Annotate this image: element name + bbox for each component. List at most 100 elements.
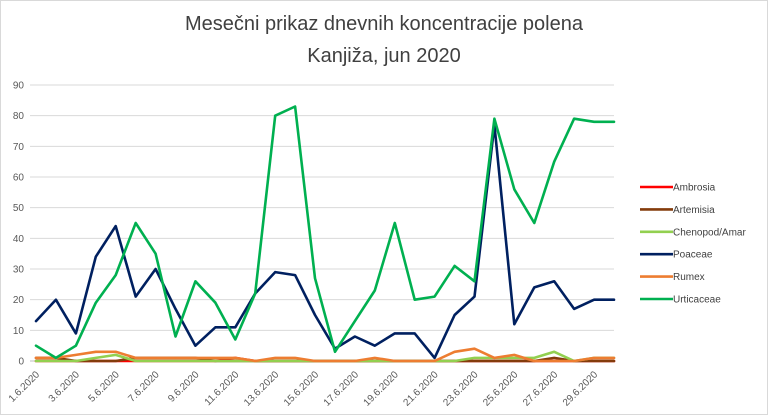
- data-point: [533, 222, 536, 224]
- data-point: [453, 351, 456, 353]
- data-point: [553, 351, 555, 353]
- legend-label: Poaceae: [673, 250, 713, 261]
- data-point: [114, 360, 117, 362]
- legend-item-artemisia: Artemisia: [640, 205, 715, 216]
- data-point: [194, 357, 197, 359]
- data-point: [134, 360, 137, 362]
- data-point: [513, 188, 516, 191]
- data-point: [154, 357, 157, 359]
- data-point: [114, 274, 117, 276]
- data-point: [314, 277, 316, 280]
- legend-label: Artemisia: [673, 205, 715, 216]
- legend-item-urticaceae: Urticaceae: [640, 295, 721, 306]
- y-tick-label: 90: [13, 81, 25, 92]
- data-point: [214, 326, 217, 329]
- data-point: [134, 357, 137, 359]
- data-point: [35, 360, 37, 362]
- data-point: [413, 360, 416, 362]
- data-point: [75, 354, 77, 356]
- data-point: [613, 121, 615, 123]
- legend-item-chenopod-amar: Chenopod/Amar: [640, 227, 746, 238]
- data-point: [394, 332, 396, 335]
- data-point: [613, 298, 615, 301]
- data-point: [573, 117, 575, 120]
- data-point: [513, 323, 516, 326]
- legend-label: Ambrosia: [673, 183, 716, 194]
- data-point: [234, 360, 237, 362]
- data-point: [214, 360, 217, 362]
- data-point: [334, 360, 336, 362]
- data-point: [493, 357, 496, 359]
- data-point: [613, 360, 615, 362]
- data-point: [513, 360, 516, 362]
- data-point: [174, 360, 177, 362]
- series-poaceae: [34, 123, 616, 360]
- data-point: [95, 357, 97, 359]
- data-point: [473, 347, 476, 350]
- y-tick-label: 0: [18, 357, 24, 368]
- data-point: [274, 114, 277, 117]
- data-point: [433, 357, 436, 359]
- data-point: [294, 357, 296, 359]
- data-point: [134, 222, 137, 224]
- data-point: [254, 360, 256, 362]
- data-point: [174, 335, 177, 338]
- data-point: [533, 357, 536, 359]
- legend: Ambrosia Artemisia Chenopod/Amar Poaceae Rum…: [640, 183, 746, 306]
- data-point: [154, 268, 157, 270]
- data-point: [453, 360, 456, 362]
- data-point: [274, 271, 277, 273]
- data-point: [314, 314, 316, 316]
- data-point: [513, 357, 516, 359]
- data-point: [75, 332, 77, 335]
- data-point: [294, 105, 296, 108]
- data-point: [134, 295, 137, 298]
- data-point: [394, 360, 396, 362]
- data-point: [214, 357, 217, 359]
- data-point: [433, 360, 436, 362]
- y-tick-label: 80: [13, 111, 25, 122]
- data-point: [473, 295, 476, 298]
- data-point: [194, 360, 197, 362]
- data-point: [35, 357, 37, 359]
- data-point: [553, 360, 555, 362]
- data-point: [553, 357, 555, 359]
- data-point: [473, 360, 476, 362]
- data-point: [314, 360, 316, 362]
- series-urticaceae: [34, 105, 616, 360]
- y-tick-label: 40: [13, 234, 25, 245]
- data-point: [95, 255, 97, 258]
- series-lines: [34, 105, 616, 363]
- data-point: [513, 354, 516, 356]
- legend-item-ambrosia: Ambrosia: [640, 183, 716, 194]
- data-point: [334, 351, 336, 353]
- y-axis: 0 10 20 30 40 50 60 70 80 90: [13, 81, 25, 368]
- data-point: [294, 360, 296, 362]
- data-point: [533, 286, 536, 289]
- data-point: [453, 265, 456, 267]
- legend-item-rumex: Rumex: [640, 272, 705, 283]
- legend-label: Urticaceae: [673, 295, 721, 306]
- data-point: [593, 360, 595, 362]
- data-point: [35, 320, 37, 322]
- data-point: [234, 357, 237, 359]
- data-point: [114, 354, 117, 356]
- data-point: [274, 357, 277, 359]
- data-point: [413, 298, 416, 301]
- data-point: [274, 360, 277, 362]
- y-tick-label: 30: [13, 265, 25, 276]
- data-point: [234, 326, 237, 329]
- data-point: [573, 308, 575, 310]
- data-point: [234, 338, 237, 341]
- data-point: [294, 274, 296, 276]
- data-point: [194, 280, 197, 283]
- data-point: [354, 360, 356, 362]
- legend-item-poaceae: Poaceae: [640, 250, 713, 261]
- data-point: [154, 360, 157, 362]
- data-point: [75, 344, 77, 347]
- legend-label: Rumex: [673, 272, 705, 283]
- data-point: [493, 360, 496, 362]
- data-point: [593, 298, 595, 301]
- data-point: [95, 351, 97, 353]
